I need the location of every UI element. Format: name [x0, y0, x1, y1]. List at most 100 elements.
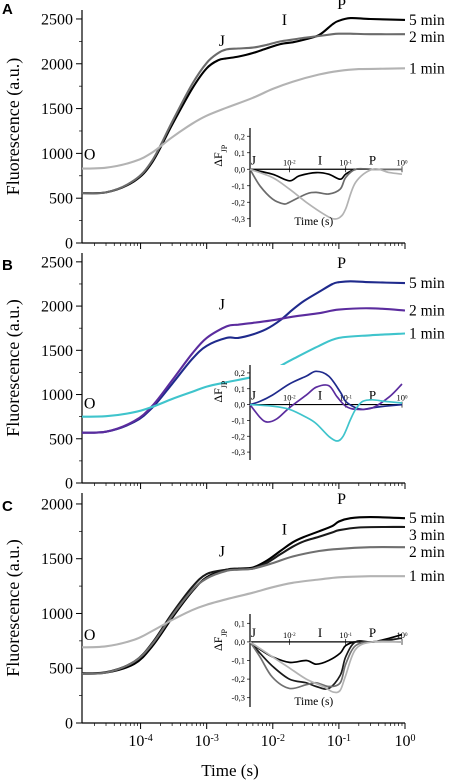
series-line-1-min: [82, 332, 405, 418]
inset-series-line-1-min: [249, 168, 403, 220]
inset-series-line-2-min: [249, 383, 403, 423]
x-tick-label: 100: [395, 733, 416, 751]
inset-y-tick-label: -0,3: [232, 693, 245, 703]
series-line-2-min: [82, 307, 405, 434]
inset-x-tick-label: 10-1: [339, 630, 352, 640]
inset-y-tick-label: -0,3: [232, 447, 245, 457]
panel-c: C 0 500 1000 1500 2000 10-4 10-3 10-2 10-1 100 Fluo…: [2, 491, 445, 750]
y-tick-label: 1500: [41, 343, 73, 360]
inset-phase-label: P: [369, 388, 376, 403]
y-tick-label: 500: [49, 431, 73, 448]
inset-series-line-1-min: [249, 640, 403, 694]
inset-y-tick-label: 0,0: [234, 637, 245, 647]
y-tick-label: 500: [49, 661, 73, 678]
inset-phase-label: J: [251, 388, 256, 403]
inset-x-tick-label: 100: [397, 393, 409, 403]
series-line-5-min: [82, 516, 405, 675]
inset-phase-label: I: [318, 625, 322, 640]
legend-label: 2 min: [409, 303, 445, 320]
series-group: [82, 280, 405, 434]
inset-series-line-3-min: [249, 637, 403, 690]
inset-series-line-1-min: [249, 398, 403, 442]
inset-y-tick-label: -0,2: [232, 674, 245, 684]
panel-b: B 0 500 1000 1500 2000 2500 Fluorescence (a.u.)…: [2, 253, 445, 493]
x-tick-label: 10-4: [128, 733, 152, 751]
phase-label: I: [282, 12, 287, 29]
inset-x-tick-label: 10-2: [283, 157, 296, 167]
x-tick-label: 10-2: [261, 733, 285, 751]
phase-label: O: [84, 396, 96, 413]
inset-y-axis-label: ΔFJP: [211, 629, 229, 652]
inset-y-tick-label: 0,1: [234, 384, 245, 394]
inset-phase-label: I: [318, 388, 322, 403]
inset-phase-label: I: [318, 152, 322, 167]
y-tick-label: 1500: [41, 101, 73, 118]
panel-a: A 0 500 1000 1500 2000 2500 Fluorescence (a.u.)…: [2, 0, 445, 253]
x-tick-label: 10-1: [327, 733, 351, 751]
inset-y-axis-label: ΔFJP: [211, 380, 229, 403]
phase-label: P: [337, 491, 346, 508]
panel-label: C: [2, 498, 13, 515]
inset-y-tick-label: -0,2: [232, 197, 245, 207]
inset-y-tick-label: 0,0: [234, 164, 245, 174]
phase-label: J: [219, 297, 225, 314]
inset-x-tick-label: 100: [397, 157, 409, 167]
phase-label: J: [219, 544, 225, 561]
inset-phase-label: J: [251, 152, 256, 167]
panel-label: A: [2, 1, 13, 18]
inset-y-tick-label: 0,1: [234, 618, 245, 628]
y-tick-label: 2000: [41, 496, 73, 513]
inset-x-axis-label: Time (s): [294, 216, 333, 228]
inset-y-tick-label: -0,1: [232, 181, 245, 191]
inset-x-tick-label: 10-2: [283, 630, 296, 640]
inset-y-tick-label: -0,1: [232, 415, 245, 425]
phase-label: I: [282, 522, 287, 539]
phase-label: P: [337, 255, 346, 272]
phase-label: J: [219, 33, 225, 50]
y-tick-label: 0: [65, 236, 73, 253]
inset-x-axis-label: Time (s): [294, 696, 333, 708]
y-tick-label: 1500: [41, 551, 73, 568]
inset-x-tick-label: 10-1: [339, 157, 352, 167]
inset-y-tick-label: -0,1: [232, 656, 245, 666]
inset-series-line-2-min: [249, 640, 403, 690]
inset-y-tick-label: -0,2: [232, 431, 245, 441]
phase-label: P: [337, 0, 346, 13]
inset-background: [250, 365, 402, 460]
inset-y-tick-label: -0,3: [232, 214, 245, 224]
y-tick-label: 2500: [41, 11, 73, 28]
series-line-2-min: [82, 32, 405, 195]
inset-phase-label: P: [369, 625, 376, 640]
x-axis-label: Time (s): [201, 761, 258, 780]
y-tick-label: 1000: [41, 146, 73, 163]
y-axis-label: Fluorescence (a.u.): [3, 539, 24, 676]
y-tick-label: 2000: [41, 56, 73, 73]
inset-y-tick-label: 0,0: [234, 400, 245, 410]
inset-x-tick-label: 10-2: [283, 393, 296, 403]
inset-y-tick-label: 0,2: [234, 131, 245, 141]
legend-label: 2 min: [409, 544, 445, 561]
series-line-1-min: [82, 67, 405, 170]
x-tick-label: 10-3: [195, 733, 219, 751]
phase-label: O: [84, 627, 96, 644]
legend-label: 1 min: [409, 326, 445, 343]
inset-chart: 0,2 0,1 0,0 -0,1 -0,2 -0,3 10-2 10-1 100 J I P ΔFJP T…: [211, 128, 408, 228]
series-group: [82, 516, 405, 675]
legend-label: 1 min: [409, 60, 445, 77]
legend-label: 5 min: [409, 275, 445, 292]
legend-label: 3 min: [409, 527, 445, 544]
y-tick-label: 0: [65, 716, 73, 733]
phase-label: O: [84, 147, 96, 164]
series-group: [82, 16, 405, 195]
y-tick-label: 500: [49, 191, 73, 208]
y-tick-label: 1000: [41, 606, 73, 623]
inset-y-axis-label: ΔFJP: [211, 144, 229, 167]
series-line-2-min: [82, 546, 405, 675]
panel-label: B: [2, 257, 13, 274]
inset-phase-label: P: [369, 152, 376, 167]
y-tick-label: 0: [65, 476, 73, 493]
legend-label: 5 min: [409, 12, 445, 29]
legend-label: 2 min: [409, 29, 445, 46]
